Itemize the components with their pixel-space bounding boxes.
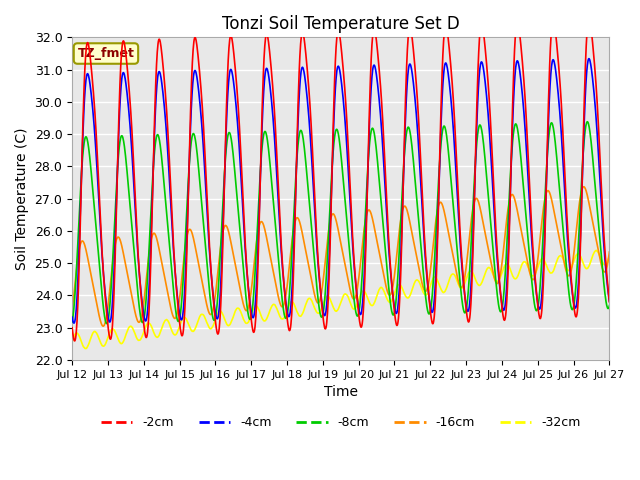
Text: TZ_fmet: TZ_fmet bbox=[77, 47, 134, 60]
Legend: -2cm, -4cm, -8cm, -16cm, -32cm: -2cm, -4cm, -8cm, -16cm, -32cm bbox=[96, 411, 586, 434]
Y-axis label: Soil Temperature (C): Soil Temperature (C) bbox=[15, 127, 29, 270]
X-axis label: Time: Time bbox=[324, 385, 358, 399]
Title: Tonzi Soil Temperature Set D: Tonzi Soil Temperature Set D bbox=[222, 15, 460, 33]
